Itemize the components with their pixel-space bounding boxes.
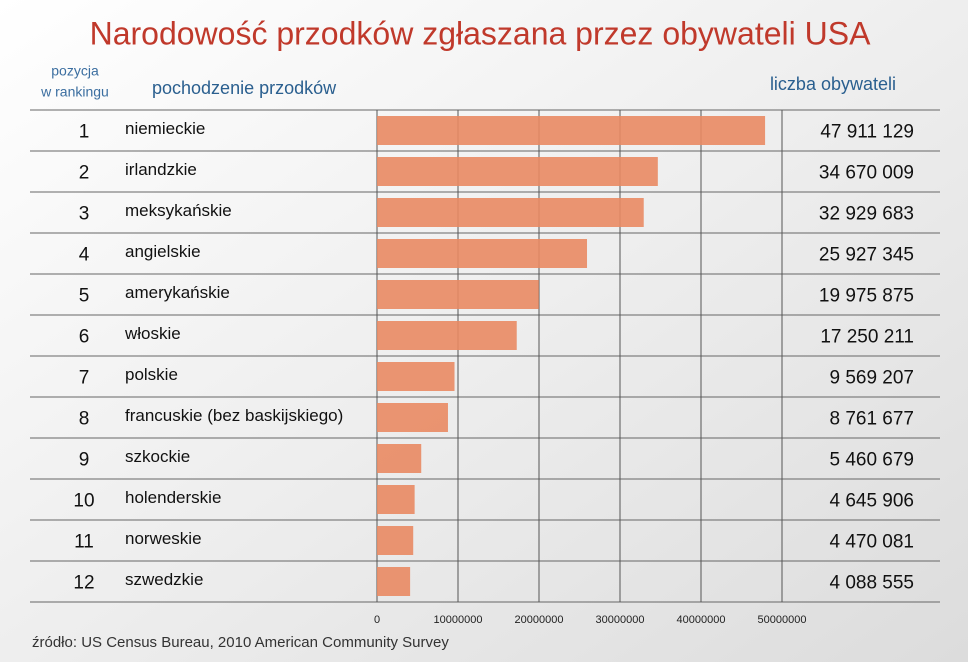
bar <box>377 157 658 186</box>
rank: 11 <box>74 532 94 553</box>
value-label: 9 569 207 <box>829 368 914 389</box>
rank: 12 <box>73 573 94 594</box>
rank: 5 <box>79 286 90 307</box>
value-label: 19 975 875 <box>819 286 914 307</box>
value-label: 32 929 683 <box>819 204 914 225</box>
bar <box>377 567 411 596</box>
bar <box>377 526 414 555</box>
x-tick-label: 30000000 <box>596 614 645 626</box>
rank: 10 <box>73 491 94 512</box>
bar <box>377 444 422 473</box>
bar <box>377 403 448 432</box>
rank: 7 <box>79 368 90 389</box>
y-tick-label: szkockie <box>125 447 190 466</box>
value-header: liczba obywateli <box>770 74 896 94</box>
x-tick-label: 40000000 <box>677 614 726 626</box>
rank: 3 <box>79 204 90 225</box>
rank-header: pozycja <box>51 63 99 79</box>
rank-header: w rankingu <box>40 84 109 100</box>
x-tick-label: 50000000 <box>758 614 807 626</box>
y-tick-label: irlandzkie <box>125 160 197 179</box>
x-tick-label: 20000000 <box>515 614 564 626</box>
y-tick-label: francuskie (bez baskijskiego) <box>125 406 343 425</box>
bar <box>377 321 517 350</box>
bar <box>377 239 588 268</box>
y-tick-label: holenderskie <box>125 488 221 507</box>
value-label: 47 911 129 <box>820 122 914 143</box>
chart-title: Narodowość przodków zgłaszana przez obyw… <box>90 15 871 51</box>
value-label: 25 927 345 <box>819 245 914 266</box>
y-tick-label: amerykańskie <box>125 283 230 302</box>
y-tick-label: norweskie <box>125 529 202 548</box>
rank: 6 <box>79 327 90 348</box>
rank: 1 <box>79 122 90 143</box>
value-label: 5 460 679 <box>829 450 914 471</box>
y-tick-label: szwedzkie <box>125 570 203 589</box>
x-tick-label: 10000000 <box>434 614 483 626</box>
y-tick-label: meksykańskie <box>125 201 232 220</box>
y-tick-label: polskie <box>125 365 178 384</box>
y-tick-label: angielskie <box>125 242 201 261</box>
rank: 4 <box>79 245 90 266</box>
y-tick-label: włoskie <box>124 324 181 343</box>
bar <box>377 198 644 227</box>
value-label: 4 088 555 <box>829 573 914 594</box>
y-tick-label: niemieckie <box>125 119 205 138</box>
rank: 8 <box>79 409 90 430</box>
source: źródło: US Census Bureau, 2010 American … <box>32 634 449 651</box>
bar <box>377 362 455 391</box>
bar <box>377 485 415 514</box>
rank: 2 <box>79 163 90 184</box>
value-label: 4 470 081 <box>829 532 914 553</box>
bar <box>377 116 766 145</box>
x-tick-label: 0 <box>374 614 380 626</box>
category-header: pochodzenie przodków <box>152 78 337 98</box>
rank: 9 <box>79 450 90 471</box>
value-label: 34 670 009 <box>819 163 914 184</box>
bar <box>377 280 539 309</box>
value-label: 8 761 677 <box>829 409 914 430</box>
value-label: 17 250 211 <box>820 327 914 348</box>
value-label: 4 645 906 <box>829 491 914 512</box>
